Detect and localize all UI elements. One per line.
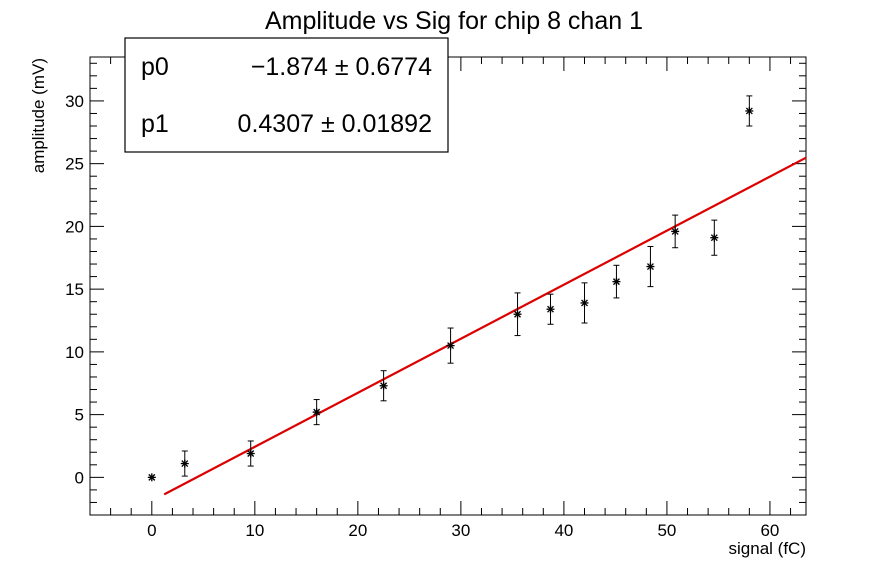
marker-stroke [380, 382, 388, 390]
marker-stroke [671, 227, 679, 235]
marker-stroke [313, 408, 321, 416]
data-point [710, 219, 719, 256]
data-point [180, 450, 189, 477]
marker-stroke [547, 305, 554, 313]
marker-stroke [646, 263, 654, 271]
data-point [446, 327, 455, 364]
stat-p0-value: −1.874 ± 0.6774 [251, 53, 432, 81]
stats-box: p0 −1.874 ± 0.6774 p1 0.4307 ± 0.01892 [124, 37, 449, 153]
data-point [612, 264, 621, 299]
marker-stroke [710, 234, 718, 242]
y-tick-label: 10 [65, 343, 84, 362]
stats-box-frame [124, 37, 449, 153]
stat-p0-name: p0 [141, 53, 169, 81]
x-tick-label: 40 [554, 521, 573, 540]
chart-title: Amplitude vs Sig for chip 8 chan 1 [265, 7, 643, 35]
x-axis: 0 10 20 30 40 50 60 [89, 57, 792, 540]
y-axis: 0 5 10 15 20 25 30 [65, 62, 806, 516]
data-point [671, 214, 680, 249]
stat-p1-value: 0.4307 ± 0.01892 [238, 110, 432, 138]
marker-stroke [447, 342, 455, 350]
x-tick-label: 10 [245, 521, 264, 540]
data-point [580, 282, 589, 324]
fit-line [163, 156, 807, 496]
marker-stroke [612, 278, 620, 286]
marker-stroke [181, 460, 189, 468]
data-point [312, 399, 321, 426]
marker-stroke [581, 299, 588, 307]
marker-stroke [745, 107, 753, 115]
data-points [147, 95, 754, 482]
marker-stroke [148, 473, 156, 481]
x-tick-label: 20 [348, 521, 367, 540]
stat-p1-name: p1 [141, 110, 169, 138]
x-tick-label: 0 [147, 521, 156, 540]
data-point [513, 292, 522, 337]
x-tick-label: 30 [451, 521, 470, 540]
fit-line-group [163, 156, 807, 496]
y-axis-title: amplitude (mV) [29, 58, 48, 173]
x-tick-label: 50 [657, 521, 676, 540]
x-tick-label: 60 [760, 521, 779, 540]
y-tick-label: 0 [75, 468, 84, 487]
y-tick-label: 25 [65, 155, 84, 174]
data-point [646, 245, 655, 288]
y-tick-label: 30 [65, 92, 84, 111]
x-axis-title: signal (fC) [729, 539, 806, 558]
y-tick-label: 15 [65, 280, 84, 299]
data-point [147, 473, 156, 482]
marker-stroke [247, 450, 255, 457]
data-point [379, 370, 388, 402]
data-point [745, 95, 754, 127]
marker-stroke [514, 310, 521, 318]
data-point [246, 440, 255, 467]
y-tick-label: 20 [65, 217, 84, 236]
data-point [546, 293, 555, 325]
y-tick-label: 5 [75, 406, 84, 425]
